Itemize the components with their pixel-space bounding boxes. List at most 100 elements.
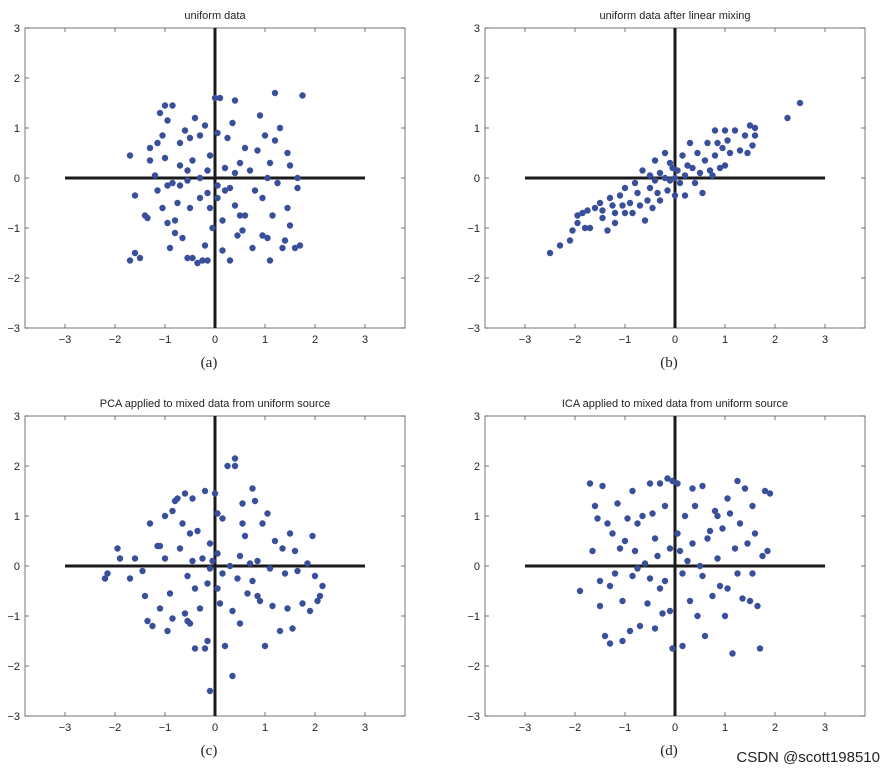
data-point bbox=[219, 515, 226, 522]
watermark: CSDN @scott198510 bbox=[736, 749, 880, 766]
data-point bbox=[314, 597, 321, 605]
data-point bbox=[616, 545, 624, 552]
data-point bbox=[221, 187, 229, 194]
y-tick-label: −2 bbox=[7, 661, 20, 673]
x-tick-label: −3 bbox=[519, 334, 532, 346]
data-point bbox=[264, 234, 271, 242]
data-point bbox=[234, 232, 241, 239]
data-point bbox=[686, 139, 694, 147]
data-point bbox=[276, 627, 284, 635]
scatter-panel-1: uniform data −3 −2 −1 0 1 2 3 −3 −2 −1 0 1 2 3 (a) bbox=[7, 10, 406, 371]
data-point bbox=[199, 555, 206, 562]
x-tick-label: 3 bbox=[822, 722, 828, 734]
data-point bbox=[724, 585, 731, 592]
data-point bbox=[694, 149, 701, 157]
data-point bbox=[591, 502, 599, 510]
data-point bbox=[159, 204, 166, 212]
data-point bbox=[286, 222, 294, 229]
panel-caption: (c) bbox=[201, 743, 218, 759]
data-point bbox=[216, 94, 224, 102]
panel-caption: (d) bbox=[660, 743, 678, 759]
data-point bbox=[706, 167, 714, 174]
data-point bbox=[691, 502, 699, 510]
data-point bbox=[186, 620, 194, 627]
data-point bbox=[701, 157, 709, 164]
data-point bbox=[579, 209, 586, 217]
data-point bbox=[164, 219, 171, 227]
data-point bbox=[739, 595, 746, 602]
data-point bbox=[684, 162, 691, 169]
data-point bbox=[181, 490, 189, 497]
data-point bbox=[679, 152, 686, 159]
data-point bbox=[576, 587, 584, 595]
data-point bbox=[286, 162, 294, 169]
data-point bbox=[724, 137, 731, 144]
data-point bbox=[266, 565, 274, 572]
chart-title: PCA applied to mixed data from uniform s… bbox=[100, 398, 331, 410]
data-point bbox=[716, 164, 724, 172]
data-point bbox=[176, 545, 184, 552]
y-tick-label: −1 bbox=[7, 611, 20, 623]
data-point bbox=[661, 174, 669, 182]
data-point bbox=[244, 590, 251, 597]
data-point bbox=[596, 577, 604, 585]
data-point bbox=[154, 139, 161, 147]
data-point bbox=[236, 212, 244, 219]
data-point bbox=[759, 552, 766, 560]
data-point bbox=[716, 582, 724, 590]
data-point bbox=[711, 127, 719, 134]
data-point bbox=[666, 607, 674, 615]
y-tick-label: −2 bbox=[467, 661, 480, 673]
data-point bbox=[169, 179, 176, 187]
data-point bbox=[291, 244, 299, 252]
data-point bbox=[629, 572, 636, 580]
data-point bbox=[756, 645, 764, 652]
data-point bbox=[219, 570, 226, 577]
data-point bbox=[274, 179, 281, 187]
data-point bbox=[164, 182, 171, 189]
data-point bbox=[606, 194, 614, 202]
data-point bbox=[664, 475, 671, 482]
data-point bbox=[266, 257, 274, 264]
data-point bbox=[221, 164, 229, 172]
data-point bbox=[634, 565, 641, 572]
data-point bbox=[626, 627, 634, 635]
data-point bbox=[654, 552, 661, 560]
data-point bbox=[319, 582, 326, 590]
x-tick-label: −3 bbox=[59, 722, 72, 734]
data-point bbox=[734, 477, 741, 485]
x-tick-label: 2 bbox=[312, 722, 318, 734]
x-tick-label: 2 bbox=[772, 334, 778, 346]
y-tick-label: 2 bbox=[14, 73, 20, 85]
data-point bbox=[721, 612, 729, 620]
data-point bbox=[279, 545, 286, 552]
data-point bbox=[644, 197, 651, 204]
data-point bbox=[229, 672, 236, 680]
data-point bbox=[166, 244, 174, 252]
data-point bbox=[184, 254, 191, 262]
x-tick-label: −2 bbox=[569, 722, 582, 734]
data-point bbox=[599, 214, 606, 222]
data-point bbox=[204, 580, 211, 587]
data-point bbox=[736, 520, 744, 527]
x-tick-label: 0 bbox=[212, 722, 218, 734]
data-point bbox=[216, 600, 224, 607]
data-point bbox=[206, 152, 214, 159]
y-tick-label: −1 bbox=[7, 223, 20, 235]
data-point bbox=[634, 520, 641, 527]
data-point bbox=[184, 572, 191, 580]
data-point bbox=[201, 487, 209, 495]
data-point bbox=[176, 162, 184, 169]
data-point bbox=[161, 154, 169, 162]
data-point bbox=[689, 540, 696, 547]
data-point bbox=[711, 152, 719, 159]
data-point bbox=[674, 480, 681, 487]
data-point bbox=[269, 212, 276, 219]
data-point bbox=[209, 224, 216, 232]
data-point bbox=[294, 567, 301, 575]
data-point bbox=[704, 139, 711, 147]
data-point bbox=[666, 545, 674, 552]
data-point bbox=[706, 527, 714, 535]
data-point bbox=[151, 172, 159, 179]
data-point bbox=[161, 555, 169, 562]
